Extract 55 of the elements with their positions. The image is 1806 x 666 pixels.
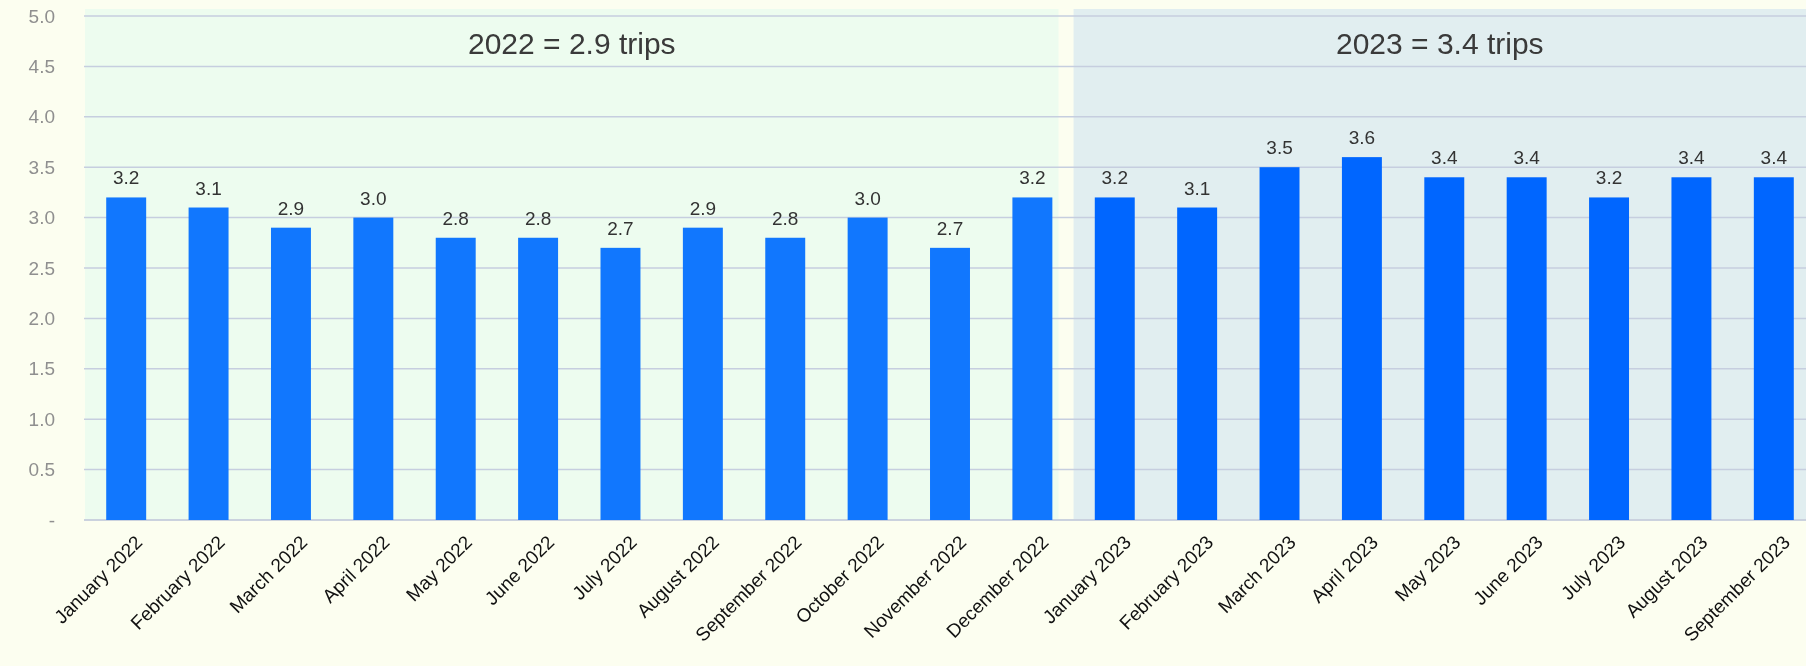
bar [1753, 177, 1794, 520]
y-tick-label: 4.0 [28, 106, 55, 128]
bar [1094, 197, 1135, 520]
bar [188, 207, 229, 520]
bar [1506, 177, 1547, 520]
data-label: 3.0 [854, 187, 881, 209]
bar [106, 197, 147, 520]
data-label: 2.8 [524, 207, 552, 229]
data-label: 3.2 [112, 167, 140, 189]
y-tick-label: 2.0 [28, 308, 55, 330]
data-label: 3.2 [1101, 167, 1128, 189]
data-label: 3.0 [360, 187, 387, 209]
bar [1012, 197, 1053, 520]
y-tick-label: 0.5 [28, 459, 55, 481]
y-tick-label: - [48, 509, 55, 531]
data-label: 3.6 [1348, 127, 1376, 149]
y-tick-label: 3.0 [28, 207, 55, 229]
data-label: 3.5 [1266, 137, 1293, 159]
bar [1424, 177, 1465, 520]
y-tick-label: 2.5 [28, 257, 55, 279]
data-label: 2.8 [772, 207, 799, 229]
data-label: 3.1 [195, 177, 222, 199]
bar [353, 217, 394, 520]
bar [1671, 177, 1712, 520]
band-label: 2023 = 3.4 trips [1335, 27, 1544, 60]
bar [682, 227, 723, 520]
data-label: 2.8 [442, 207, 469, 229]
data-label: 2.9 [689, 197, 717, 219]
data-label: 3.4 [1760, 147, 1788, 169]
data-label: 2.9 [277, 197, 305, 219]
data-label: 3.4 [1678, 147, 1706, 169]
band-label: 2022 = 2.9 trips [467, 27, 676, 60]
bar [930, 247, 970, 520]
bar [1341, 157, 1382, 520]
data-label: 3.2 [1019, 167, 1046, 189]
bar [765, 237, 806, 520]
bar [518, 237, 559, 520]
bar [270, 227, 311, 520]
y-tick-label: 3.5 [28, 156, 55, 178]
y-tick-label: 1.0 [28, 408, 55, 430]
bar [600, 247, 641, 520]
bar [435, 237, 476, 520]
y-tick-label: 5.0 [28, 5, 55, 27]
bar [1259, 167, 1300, 520]
bar [847, 217, 888, 520]
y-tick-label: 4.5 [28, 56, 55, 78]
data-label: 2.7 [936, 217, 964, 239]
data-label: 3.4 [1513, 147, 1541, 169]
data-label: 2.7 [607, 217, 634, 239]
bar [1589, 197, 1630, 520]
data-label: 3.4 [1431, 147, 1458, 169]
bar [1177, 207, 1218, 520]
data-label: 3.1 [1183, 177, 1211, 199]
y-tick-label: 1.5 [28, 358, 55, 380]
data-label: 3.2 [1595, 167, 1623, 189]
